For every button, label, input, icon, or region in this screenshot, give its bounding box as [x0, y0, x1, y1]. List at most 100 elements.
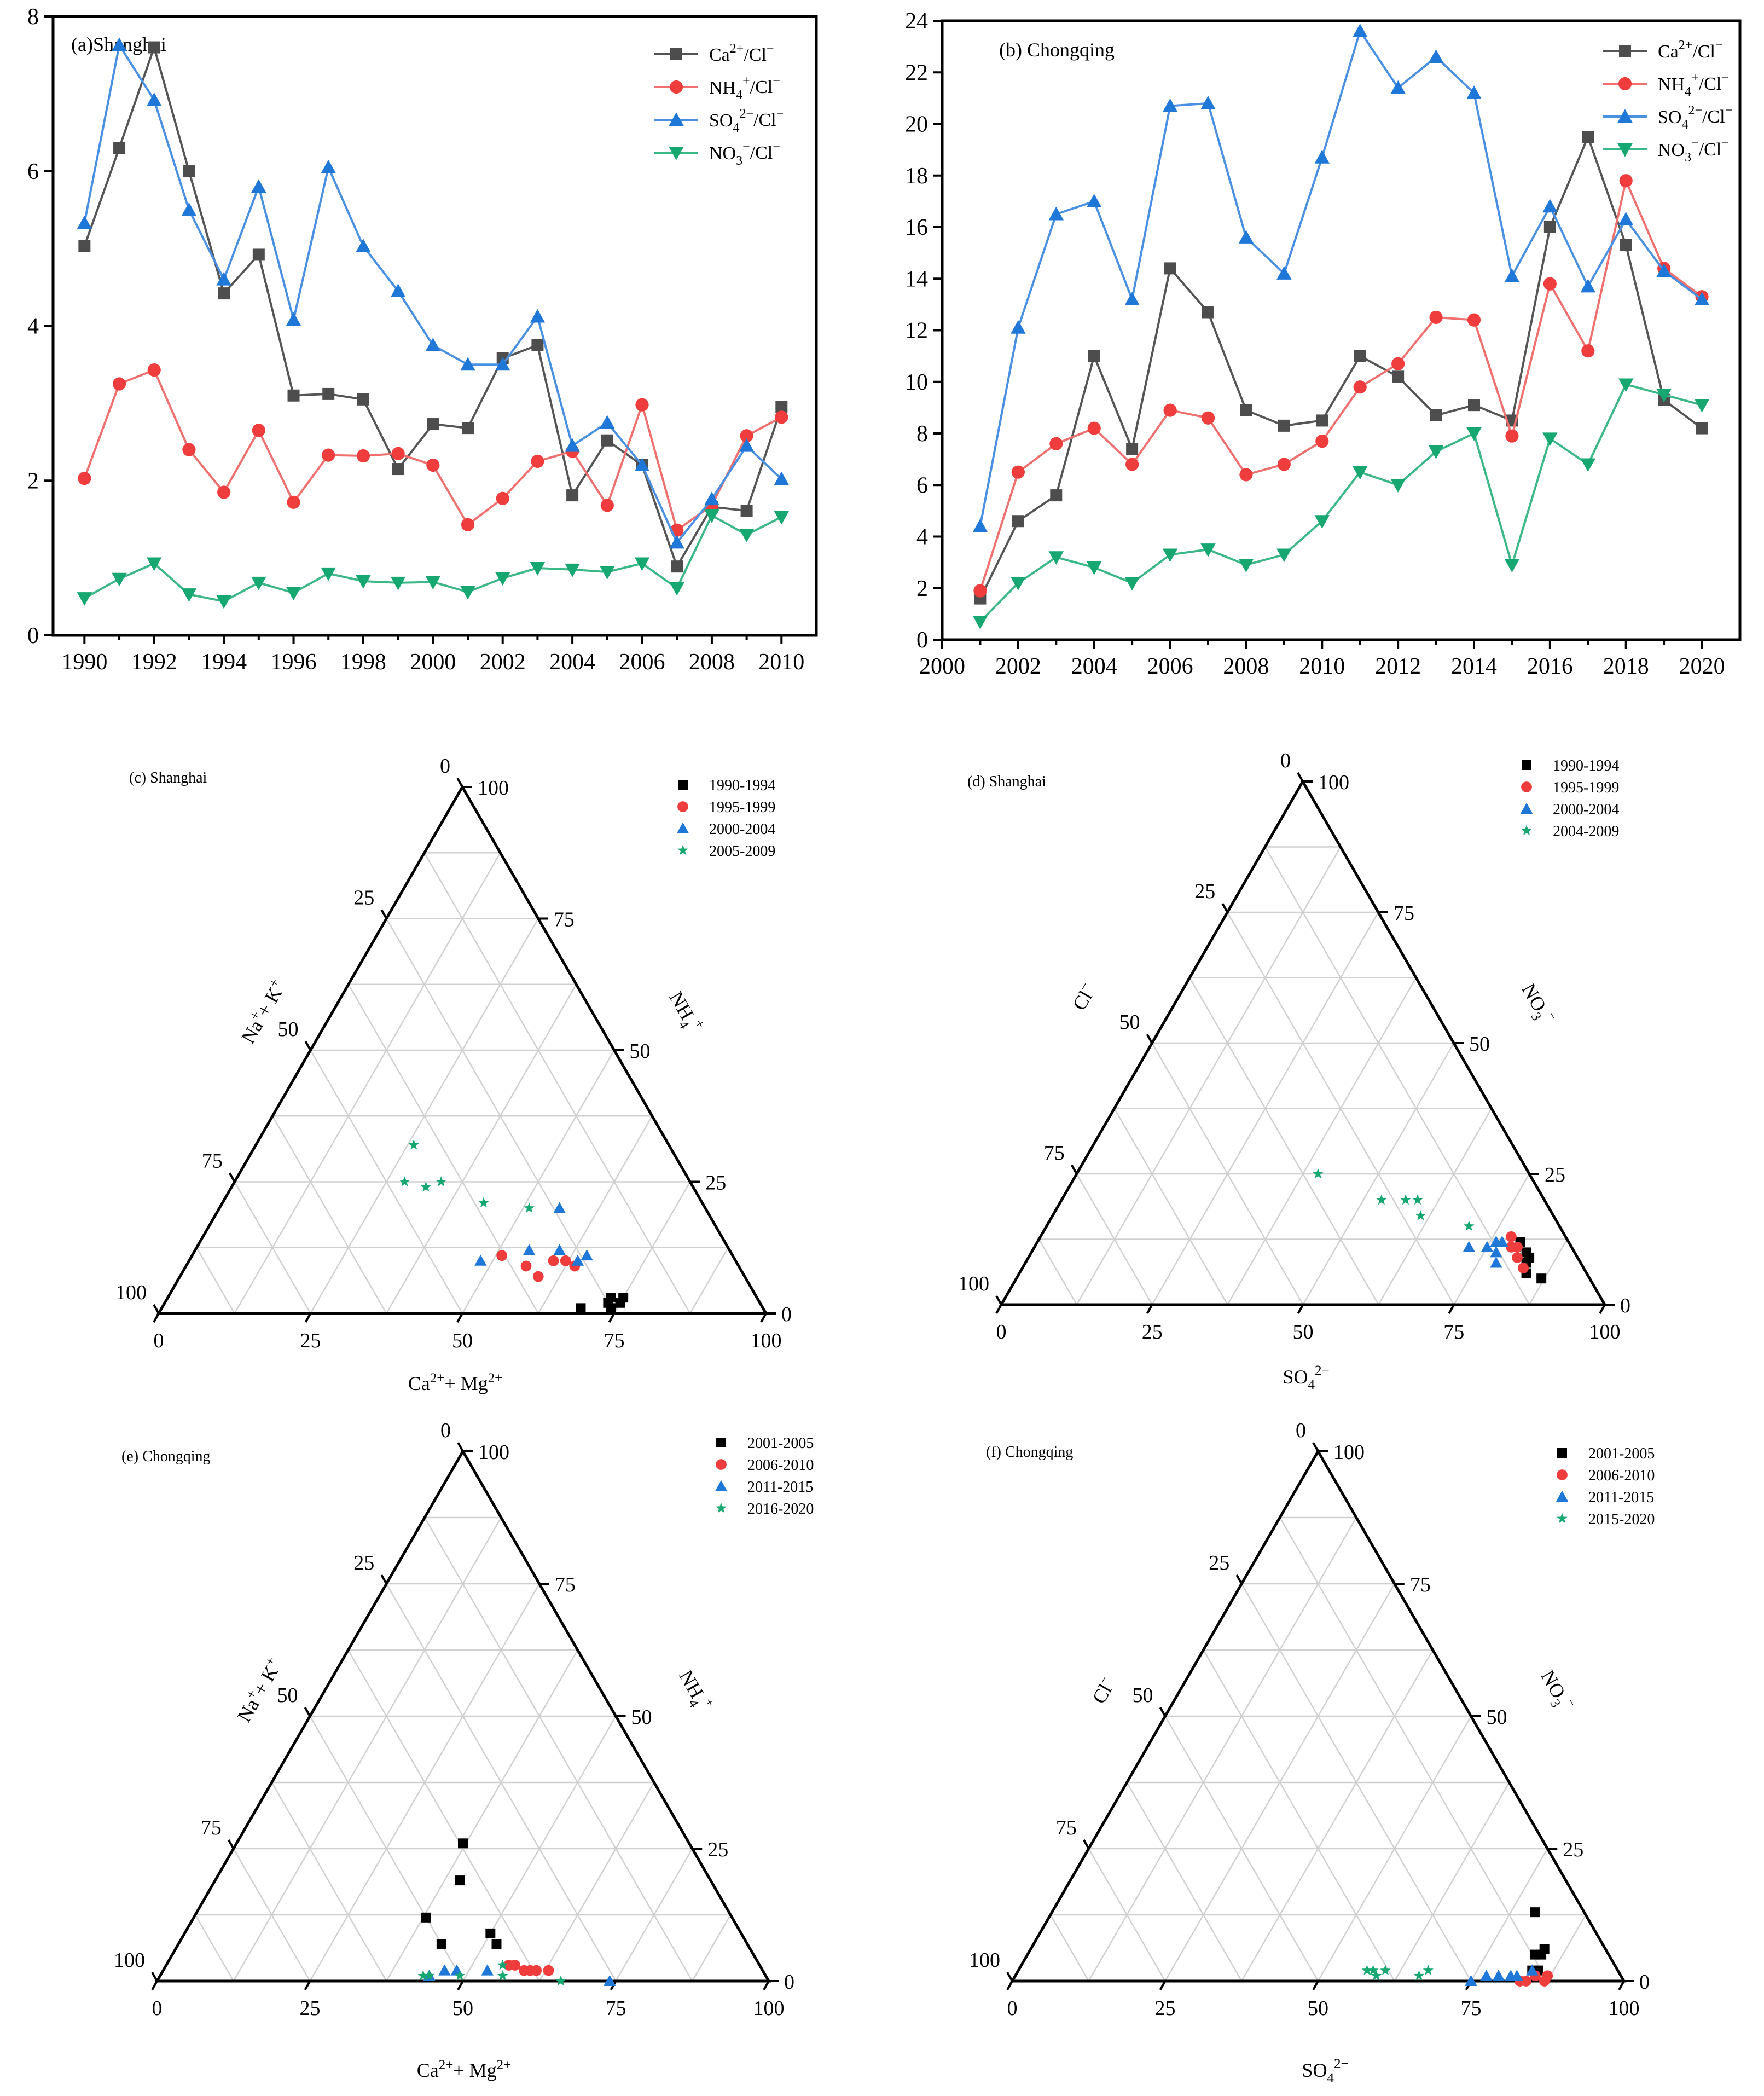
panel-d-legend-2-swatch	[1520, 802, 1533, 814]
panel-c-data	[399, 1139, 629, 1313]
panel-e-series-3-point	[454, 1970, 466, 1981]
panel-b-series-3-point	[1352, 466, 1368, 480]
panel-b-series-2-point	[1656, 263, 1672, 277]
panel-e-right-tick-label: 100	[478, 1441, 509, 1464]
panel-b-series-3-point	[1238, 559, 1254, 573]
panel-a-series-2-point	[460, 357, 475, 371]
panel-d-left-tick	[1146, 1034, 1153, 1044]
panel-c-title: (c) Shanghai	[129, 769, 207, 786]
panel-f-legend-2-swatch	[1556, 1490, 1569, 1502]
panel-e-series-3-point	[555, 1975, 566, 1986]
panel-c-grid-line	[347, 984, 539, 1314]
panel-b-series-3-point	[1162, 548, 1178, 563]
panel-a-series-3-point	[390, 576, 406, 590]
panel-c-right-tick-label: 0	[781, 1303, 792, 1326]
panel-c-grid-line	[461, 1050, 615, 1314]
panel-b-ytick-label: 8	[916, 421, 928, 447]
panel-b-series-3-point	[1656, 389, 1672, 403]
panel-a-series-3-point	[634, 557, 650, 571]
panel-a-series-3-point	[146, 557, 162, 571]
panel-f-right-tick-label: 25	[1563, 1838, 1583, 1861]
panel-f-grid-line	[1547, 1914, 1587, 1982]
panel-b-series-3-point	[1428, 445, 1444, 459]
panel-f-left-tick-label: 75	[1056, 1816, 1077, 1839]
panel-c-series-1-point	[532, 1271, 544, 1282]
panel-d-legend-1-swatch	[1521, 781, 1532, 792]
panel-a-series-3-point	[704, 509, 719, 523]
panel-f-left-tick	[1006, 1972, 1013, 1982]
panel-a-xtick-label: 1996	[271, 650, 317, 675]
panel-b-ytick-label: 12	[905, 319, 928, 344]
panel-e-grid-line	[194, 1914, 234, 1982]
panel-c-left-tick-label: 100	[115, 1281, 147, 1304]
panel-d-grid-line	[1076, 846, 1342, 1305]
panel-f-series-0-point	[1536, 1949, 1547, 1960]
panel-f-legend-3-swatch	[1557, 1513, 1568, 1524]
panel-f-bottom-tick-label: 25	[1155, 1997, 1176, 2020]
panel-a-series-1-point	[635, 398, 649, 412]
panel-c-bottom-tick	[304, 1313, 312, 1323]
panel-b-legend-2-label: SO42−/Cl−	[1658, 103, 1732, 132]
panel-b-legend-0-label: Ca2+/Cl−	[1658, 38, 1722, 62]
panel-b-series-2-point	[1618, 212, 1634, 225]
panel-f-left-tick-label: 25	[1209, 1551, 1229, 1574]
panel-f-legend-0-swatch	[1557, 1448, 1567, 1458]
panel-a-series-1-point	[182, 443, 196, 456]
panel-e-series-1-point	[531, 1965, 542, 1976]
panel-d-left-tick	[1221, 903, 1228, 913]
panel-c-bottom-tick	[608, 1313, 616, 1323]
panel-d-series-0-point	[1536, 1273, 1547, 1284]
panel-d-bottom-tick-label: 25	[1142, 1321, 1163, 1344]
panel-e-grid-line	[233, 1848, 311, 1982]
panel-c-right-tick-label: 50	[630, 1040, 651, 1063]
panel-b-series-0-point	[1202, 306, 1214, 319]
panel-b-ytick-label: 20	[905, 112, 928, 137]
panel-a-legend-3-swatch-marker	[669, 147, 684, 160]
panel-b-series-1-point	[1505, 429, 1519, 443]
panel-a-legend-1-label: NH4+/Cl−	[709, 74, 780, 102]
panel-c-left-tick	[380, 909, 387, 919]
panel-b-series-3-point	[1466, 427, 1482, 441]
panel-b-series-2-point	[1162, 98, 1178, 112]
panel-e-series-3-point	[417, 1970, 429, 1981]
panel-b-series-2-point	[1504, 268, 1520, 282]
panel-e-series-0-point	[458, 1838, 468, 1849]
panel-f-title: (f) Chongqing	[986, 1444, 1073, 1461]
panel-d-bottom-tick	[1599, 1304, 1606, 1314]
panel-d-legend-3-label: 2004-2009	[1553, 823, 1619, 840]
panel-a-xtick-label: 2004	[549, 650, 595, 675]
panel-c-grid-line	[310, 1050, 463, 1314]
panel-b-legend: Ca2+/Cl− NH4+/Cl− SO42−/Cl− NO3−/Cl−	[1603, 38, 1732, 165]
panel-f-grid-line	[1088, 1848, 1166, 1982]
panel-b-series-1-point	[1239, 468, 1253, 482]
panel-e-series-1-point	[509, 1960, 520, 1971]
panel-e-grid-line	[692, 1914, 732, 1982]
panel-f-ternary: (f) Chongqing 2001-2005 2006-2010 2011-201…	[969, 1419, 1655, 2086]
panel-e-bottom-tick-label: 0	[152, 1997, 163, 2020]
panel-a-series-0-point	[392, 463, 404, 476]
panel-a-series-2-point	[774, 471, 790, 485]
panel-f-grid-line	[1394, 1782, 1510, 1982]
panel-f-left-tick	[1235, 1574, 1243, 1584]
panel-b-series-1-point	[1353, 380, 1367, 394]
panel-a-series-0-point	[427, 418, 439, 431]
panel-a-ytick-label: 8	[27, 4, 39, 30]
panel-a-series-2-point	[216, 271, 231, 286]
panel-d-bottom-tick	[995, 1304, 1002, 1314]
panel-b-series-1-point	[1087, 421, 1101, 435]
panel-a-series-2-point	[286, 312, 301, 326]
panel-a-legend-3-label: NO3−/Cl−	[709, 140, 780, 168]
panel-f-series-2-point	[1465, 1975, 1477, 1986]
panel-c-bottom-tick-label: 75	[604, 1329, 625, 1352]
panel-c-bottom-tick-label: 100	[751, 1329, 782, 1352]
panel-a-series-2-point	[390, 283, 406, 297]
panel-d-series-0-point	[1521, 1247, 1531, 1258]
panel-d-series-2-point	[1481, 1241, 1494, 1252]
panel-d-left-tick	[1071, 1165, 1078, 1174]
panel-d-left-tick-label: 100	[958, 1272, 989, 1295]
panel-f-grid-line	[1279, 1517, 1548, 1982]
panel-f-series-3-point	[1413, 1970, 1425, 1981]
panel-e-title: (e) Chongqing	[121, 1448, 211, 1465]
panel-e-bottom-tick-label: 75	[606, 1997, 626, 2020]
panel-a-legend-2-label: SO42−/Cl−	[709, 107, 784, 135]
